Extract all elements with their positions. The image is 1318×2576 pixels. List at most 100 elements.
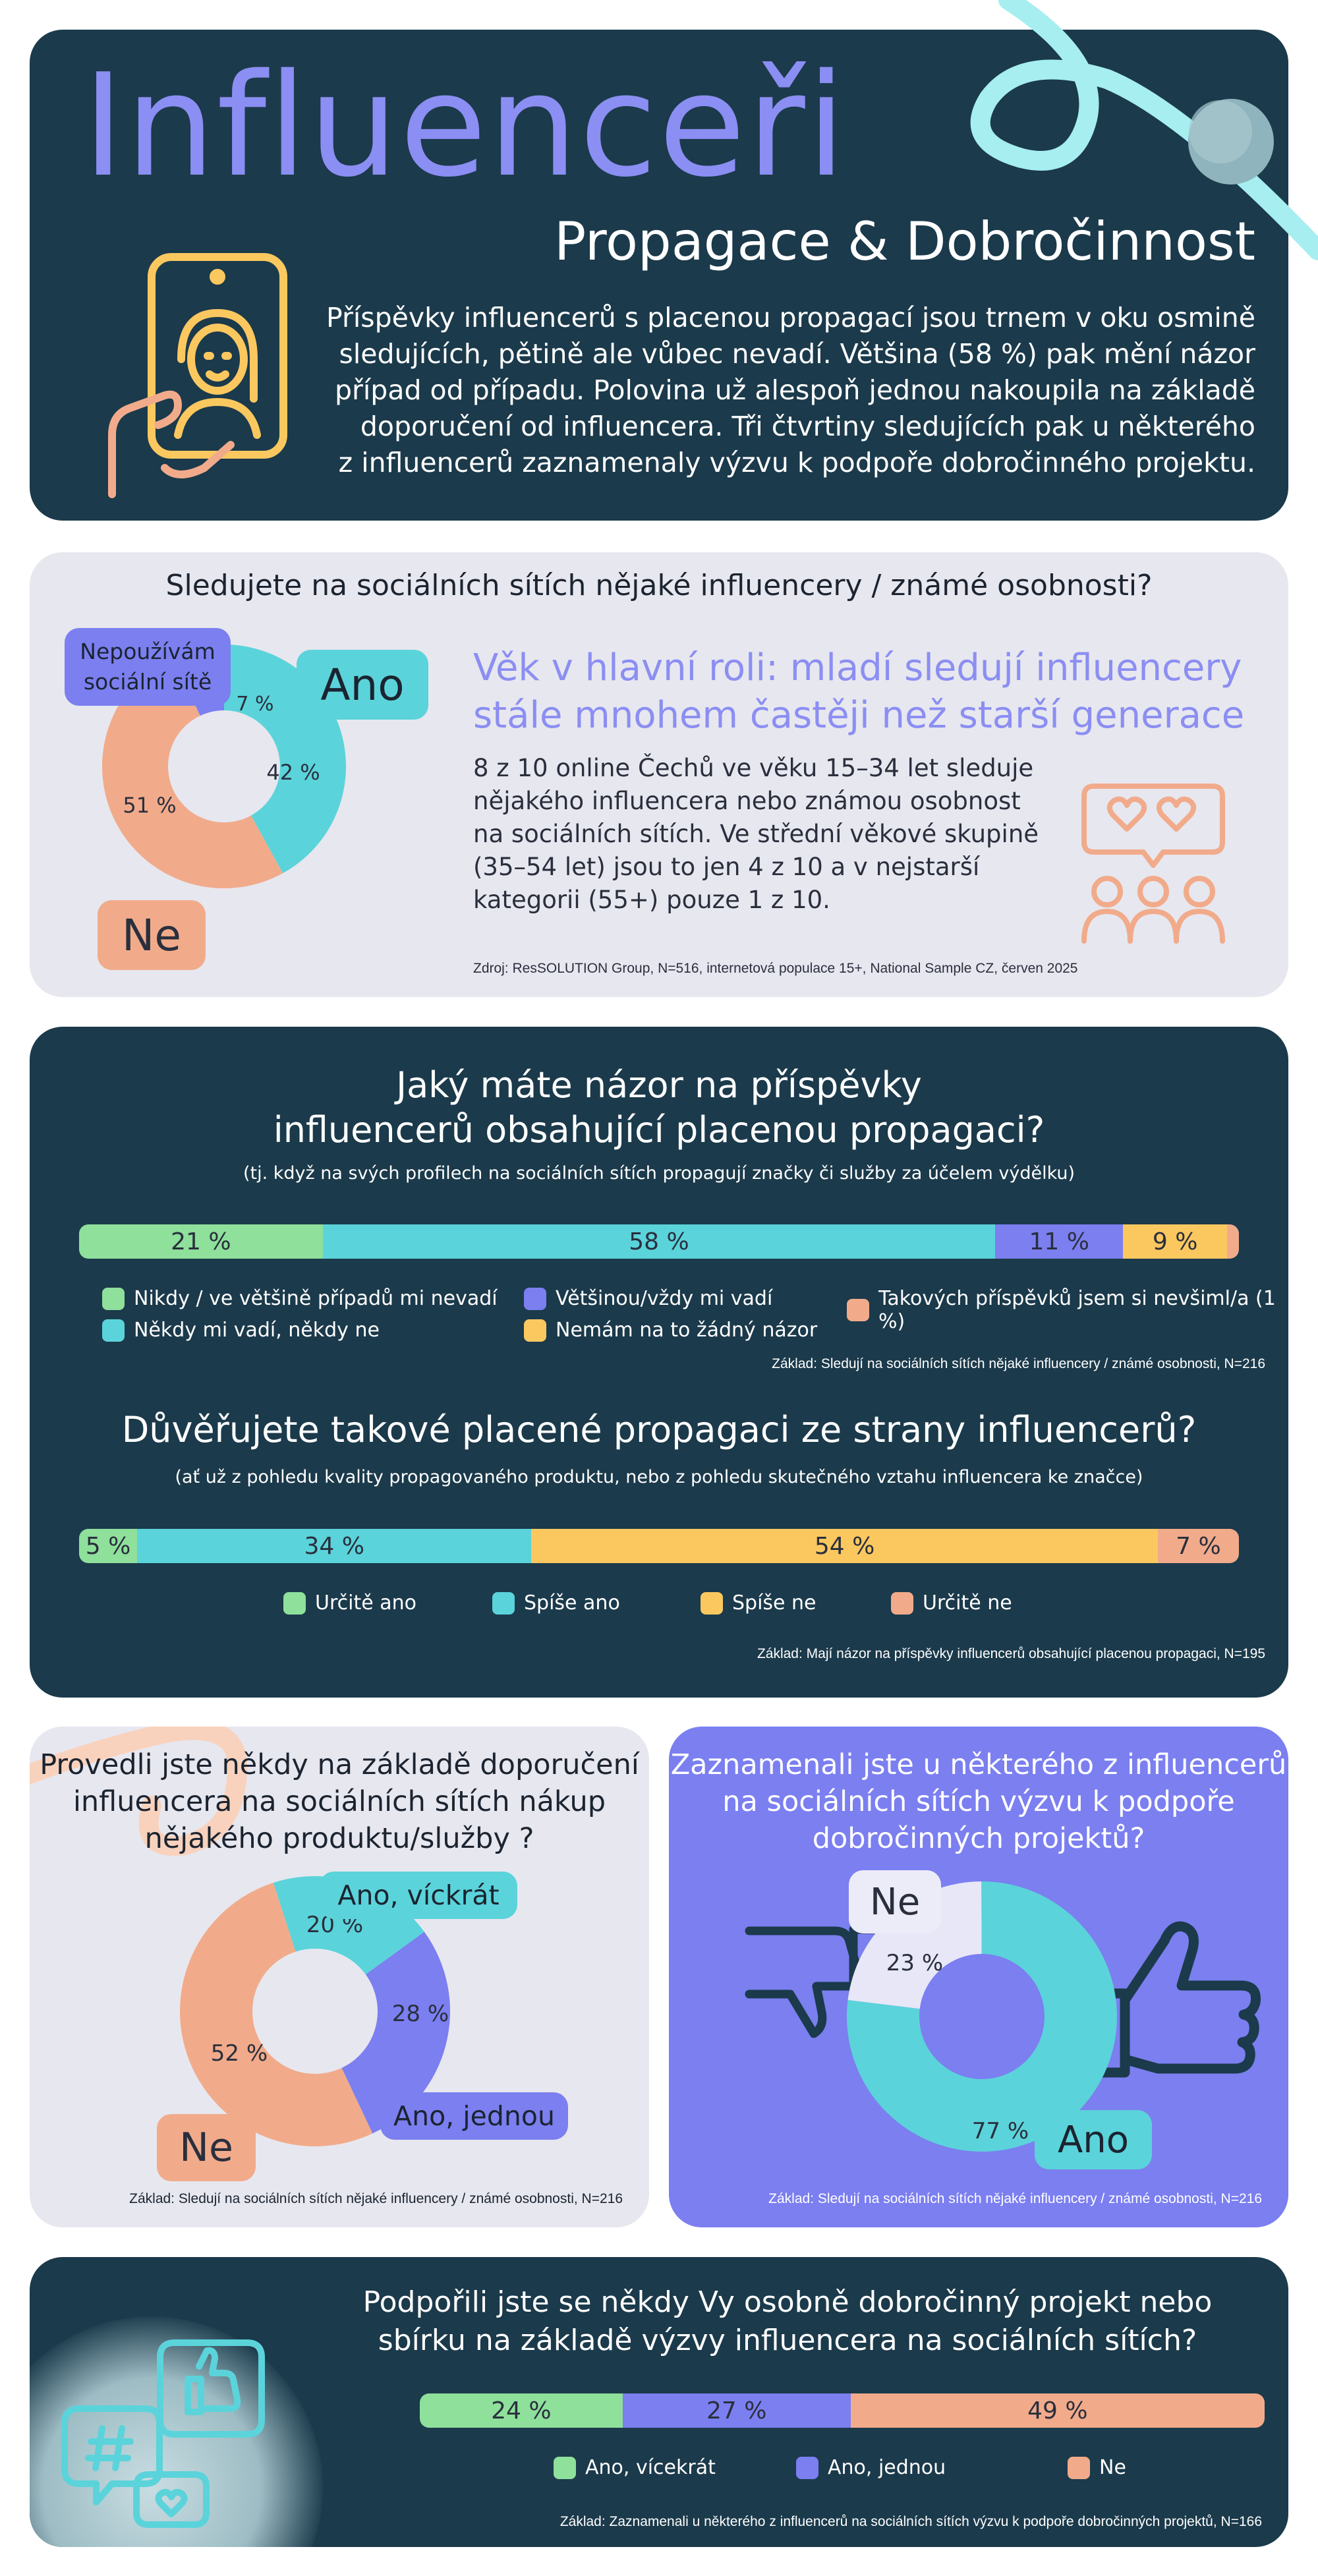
q2-bar-segment-1: 58 % — [322, 1224, 996, 1259]
promotion-panel: Jaký máte názor na příspěvky influencerů… — [30, 1027, 1288, 1698]
q4-slice-2 — [179, 1883, 373, 2146]
q3-legend-swatch — [283, 1591, 306, 1615]
q3-bar-segment-1: 34 % — [137, 1529, 532, 1563]
q5-title-line: na sociálních sítích výzvu k podpoře — [722, 1785, 1235, 1818]
q3-legend-swatch — [891, 1591, 913, 1615]
q2-bar-segment-4 — [1227, 1224, 1239, 1259]
q3-legend-item: Určitě ne — [891, 1591, 1012, 1615]
q3-bar-segment-0: 5 % — [79, 1529, 137, 1563]
decorative-swirl — [970, 0, 1318, 260]
q3-legend-swatch — [492, 1591, 515, 1615]
follow-panel: Sledujete na sociálních sítích nějaké in… — [30, 552, 1288, 997]
header-text-line: doporučení od influencera. Tři čtvrtiny … — [360, 411, 1255, 442]
q4-title-line: Provedli jste někdy na základě doporučen… — [40, 1748, 639, 1781]
q1-tag-ano: Ano — [297, 650, 428, 720]
q1-label-nepouzivam: 7 % — [236, 693, 273, 716]
q4-base: Základ: Sledují na sociálních sítích něj… — [129, 2191, 623, 2206]
q4-title-line: influencera na sociálních sítích nákup — [72, 1785, 606, 1818]
q6-title: Podpořili jste se někdy Vy osobně dobroč… — [346, 2283, 1229, 2360]
q2-legend-item: Nemám na to žádný názor — [524, 1319, 817, 1342]
header-text-line: sledujících, pětině ale vůbec nevadí. Vě… — [339, 338, 1256, 370]
q2-legend-label: Takových příspěvků jsem si nevšiml/a (1 … — [878, 1287, 1276, 1333]
q1-tag-nepouzivam: Nepoužívám sociální sítě — [65, 628, 231, 706]
q2-legend-item: Takových příspěvků jsem si nevšiml/a (1 … — [847, 1287, 1288, 1333]
q5-slice-0 — [847, 1881, 982, 2009]
q1-tag-ne: Ne — [98, 900, 206, 970]
follow-text: 8 z 10 online Čechů ve věku 15–34 let sl… — [473, 752, 1039, 917]
selfie-phone-icon — [108, 253, 287, 498]
q1-label-ano: 42 % — [266, 760, 320, 785]
q6-bar-segment-2: 49 % — [850, 2393, 1265, 2428]
q2-legend-swatch — [102, 1319, 125, 1342]
follow-text-line: na sociálních sítích. Ve střední věkové … — [473, 820, 1039, 848]
header-text-line: Příspěvky influencerů s placenou propaga… — [326, 302, 1255, 333]
header-title: Influenceři — [82, 43, 847, 208]
q2-title: Jaký máte názor na příspěvky influencerů… — [30, 1063, 1288, 1153]
follow-text-line: (35–54 let) jsou to jen 4 z 10 a v nejst… — [473, 853, 980, 881]
header-panel: Influenceři Propagace & Dobročinnost Pří… — [30, 30, 1288, 521]
social-media-icon — [61, 2339, 265, 2528]
q1-slice-1 — [102, 656, 283, 888]
q3-bar-segment-3: 7 % — [1157, 1529, 1239, 1563]
q2-bar-segment-0: 21 % — [79, 1224, 323, 1259]
q5-title-line: dobročinných projektů? — [812, 1822, 1145, 1855]
q1-label-ne: 51 % — [123, 793, 176, 818]
q2-title-line: influencerů obsahující placenou propagac… — [273, 1109, 1045, 1151]
purchase-panel: Provedli jste někdy na základě doporučen… — [30, 1727, 649, 2227]
q1-tag-nepouzivam-line: sociální sítě — [83, 669, 212, 695]
q5-tag-ano: Ano — [1035, 2110, 1152, 2169]
q3-legend-label: Určitě ne — [923, 1591, 1012, 1615]
q6-legend-item: Ne — [1068, 2456, 1126, 2479]
q6-legend-swatch — [796, 2456, 818, 2479]
follow-headline-line: stále mnohem častěji než starší generace — [473, 694, 1245, 737]
q6-title-line: Podpořili jste se někdy Vy osobně dobroč… — [362, 2285, 1213, 2319]
q3-legend-item: Určitě ano — [283, 1591, 416, 1615]
q2-legend-item: Nikdy / ve většině případů mi nevadí — [102, 1287, 498, 1310]
q4-tag-vickrat: Ano, víckrát — [320, 1872, 517, 1919]
q3-legend-item: Spíše ne — [701, 1591, 817, 1615]
q2-legend-swatch — [847, 1299, 869, 1321]
q1-tag-nepouzivam-line: Nepoužívám — [80, 639, 215, 664]
follow-source: Zdroj: ResSOLUTION Group, N=516, interne… — [473, 961, 1078, 976]
q2-legend-swatch — [524, 1287, 546, 1310]
q6-bar: 24 % 27 % 49 % — [420, 2393, 1265, 2428]
follow-text-line: 8 z 10 online Čechů ve věku 15–34 let sl… — [473, 754, 1034, 782]
q6-legend-label: Ano, jednou — [828, 2456, 946, 2479]
q3-legend-label: Spíše ne — [732, 1591, 817, 1615]
q3-legend-swatch — [701, 1591, 723, 1615]
q2-bar-segment-2: 11 % — [995, 1224, 1123, 1259]
q4-label-ne: 52 % — [211, 2040, 268, 2067]
charity-notice-panel: Zaznamenali jste u některého z influence… — [669, 1727, 1288, 2227]
q2-bar-segment-3: 9 % — [1123, 1224, 1228, 1259]
q6-legend-item: Ano, jednou — [796, 2456, 946, 2479]
q1-title: Sledujete na sociálních sítích nějaké in… — [165, 569, 1153, 602]
q5-donut: 23 % 77 % — [847, 1881, 1117, 2152]
q6-bar-segment-0: 24 % — [420, 2393, 623, 2428]
q6-legend-label: Ano, vícekrát — [585, 2456, 716, 2479]
q3-title: Důvěřujete takové placené propagaci ze s… — [121, 1409, 1197, 1450]
q2-legend-label: Nemám na to žádný názor — [556, 1319, 818, 1342]
q2-legend-swatch — [102, 1287, 125, 1310]
q3-bar-segment-2: 54 % — [531, 1529, 1158, 1563]
q4-tag-ne: Ne — [157, 2114, 256, 2181]
q5-label-ano: 77 % — [972, 2118, 1029, 2144]
header-text: Příspěvky influencerů s placenou propaga… — [267, 300, 1255, 481]
q3-legend-item: Spíše ano — [492, 1591, 620, 1615]
q4-donut: 20 % 28 % 52 % — [179, 1876, 450, 2146]
header-text-line: případ od případu. Polovina už alespoň j… — [335, 374, 1255, 406]
q6-legend-item: Ano, vícekrát — [554, 2456, 716, 2479]
q6-title-line: sbírku na základě výzvy influencera na s… — [378, 2324, 1197, 2357]
q2-legend-label: Nikdy / ve většině případů mi nevadí — [134, 1287, 498, 1310]
q2-bar: 21 % 58 % 11 % 9 % — [79, 1224, 1239, 1259]
follow-headline-line: Věk v hlavní roli: mladí sledují influen… — [473, 646, 1242, 689]
q5-tag-ne: Ne — [849, 1870, 941, 1933]
follow-text-line: nějakého influencera nebo známou osobnos… — [473, 787, 1021, 815]
q3-legend-label: Spíše ano — [524, 1591, 620, 1615]
q4-title: Provedli jste někdy na základě doporučen… — [30, 1746, 649, 1857]
header-subtitle: Propagace & Dobročinnost — [554, 211, 1255, 272]
q6-legend-swatch — [1068, 2456, 1090, 2479]
q2-legend-swatch — [524, 1319, 546, 1342]
q3-base: Základ: Mají názor na příspěvky influenc… — [757, 1646, 1265, 1661]
decorative-swirl-peach — [30, 1727, 248, 1856]
q4-tag-jednou: Ano, jednou — [380, 2092, 568, 2140]
